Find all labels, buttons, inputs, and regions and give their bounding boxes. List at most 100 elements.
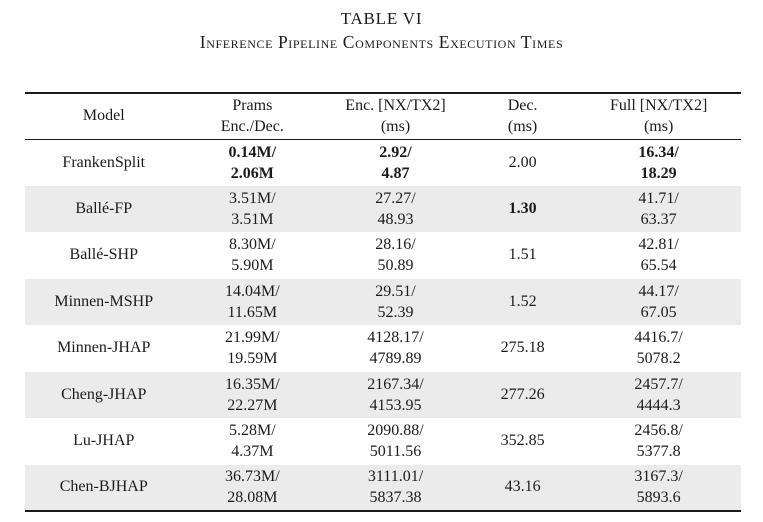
full-tx2-value: 5377.8 (636, 443, 681, 461)
full-time-cell: 42.81/ 65.54 (576, 232, 741, 279)
params-dec-value: 19.59M (227, 350, 278, 368)
enc-tx2-value: 50.89 (377, 257, 414, 275)
model-name: Chen-BJHAP (59, 478, 148, 496)
dec-time-cell: 1.30 (508, 199, 537, 217)
full-nx-value: 41.71/ (638, 189, 679, 207)
table-body: FrankenSplit 0.14M/ 2.06M 2.92/ 4.87 2.0… (25, 139, 741, 511)
enc-nx-value: 3111.01/ (367, 468, 424, 486)
params-cell: 0.14M/ 2.06M (183, 139, 323, 186)
enc-tx2-value: 5837.38 (369, 489, 422, 507)
enc-time-cell: 28.16/ 50.89 (322, 232, 469, 279)
full-tx2-value: 18.29 (640, 164, 677, 182)
header-full: Full [NX/TX2] (ms) (576, 93, 741, 139)
enc-tx2-value: 4.87 (381, 164, 410, 182)
params-dec-value: 22.27M (227, 396, 278, 414)
full-time-cell: 16.34/ 18.29 (576, 139, 741, 186)
full-nx-value: 2457.7/ (634, 375, 683, 393)
table-caption: TABLE VI Inference Pipeline Components E… (0, 0, 763, 53)
header-params-line1: Prams (232, 97, 273, 115)
enc-tx2-value: 4789.89 (369, 350, 422, 368)
dec-time-cell: 1.52 (508, 292, 537, 310)
table-row: Minnen-MSHP 14.04M/ 11.65M 29.51/ 52.39 … (25, 278, 741, 325)
params-enc-value: 8.30M/ (228, 236, 276, 254)
full-tx2-value: 4444.3 (636, 396, 681, 414)
dec-time-cell: 1.51 (508, 246, 537, 264)
full-tx2-value: 65.54 (640, 257, 677, 275)
header-dec: Dec. (ms) (469, 93, 576, 139)
enc-nx-value: 28.16/ (375, 236, 416, 254)
header-model: Model (82, 107, 125, 125)
enc-nx-value: 29.51/ (375, 282, 416, 300)
table-number: TABLE VI (340, 9, 423, 28)
header-full-line1: Full [NX/TX2] (609, 97, 708, 115)
table-row: Ballé-SHP 8.30M/ 5.90M 28.16/ 50.89 1.51… (25, 232, 741, 279)
results-table: Model Prams Enc./Dec. Enc. [NX/TX2] (ms)… (25, 92, 741, 512)
params-enc-value: 3.51M/ (228, 189, 276, 207)
params-cell: 21.99M/ 19.59M (183, 325, 323, 372)
dec-time-cell: 352.85 (500, 432, 545, 450)
enc-nx-value: 27.27/ (375, 189, 416, 207)
dec-time-cell: 2.00 (508, 153, 537, 171)
full-time-cell: 4416.7/ 5078.2 (576, 325, 741, 372)
model-name: Lu-JHAP (73, 432, 135, 450)
params-dec-value: 5.90M (231, 257, 274, 275)
header-enc: Enc. [NX/TX2] (ms) (322, 93, 469, 139)
table-row: Chen-BJHAP 36.73M/ 28.08M 3111.01/ 5837.… (25, 464, 741, 512)
enc-tx2-value: 5011.56 (369, 443, 422, 461)
params-cell: 8.30M/ 5.90M (183, 232, 323, 279)
enc-tx2-value: 52.39 (377, 303, 414, 321)
full-nx-value: 3167.3/ (634, 468, 683, 486)
full-nx-value: 4416.7/ (634, 329, 683, 347)
table-row: Ballé-FP 3.51M/ 3.51M 27.27/ 48.93 1.30 … (25, 185, 741, 233)
header-full-line2: (ms) (643, 118, 674, 136)
header-enc-line1: Enc. [NX/TX2] (345, 97, 446, 115)
full-tx2-value: 5078.2 (636, 350, 681, 368)
model-name: Minnen-JHAP (57, 339, 151, 357)
dec-time-cell: 43.16 (504, 478, 541, 496)
full-nx-value: 42.81/ (638, 236, 679, 254)
table-row: Minnen-JHAP 21.99M/ 19.59M 4128.17/ 4789… (25, 325, 741, 372)
model-name: FrankenSplit (62, 153, 146, 171)
enc-time-cell: 3111.01/ 5837.38 (322, 465, 469, 512)
params-cell: 5.28M/ 4.37M (183, 418, 323, 465)
full-time-cell: 41.71/ 63.37 (576, 186, 741, 233)
header-dec-line1: Dec. (507, 97, 538, 115)
model-name: Minnen-MSHP (54, 292, 154, 310)
dec-time-cell: 277.26 (500, 385, 545, 403)
enc-tx2-value: 48.93 (377, 210, 414, 228)
params-enc-value: 21.99M/ (224, 329, 280, 347)
header-params-line2: Enc./Dec. (220, 118, 284, 136)
params-enc-value: 16.35M/ (224, 375, 280, 393)
header-row: Model Prams Enc./Dec. Enc. [NX/TX2] (ms)… (25, 93, 741, 139)
model-name: Ballé-SHP (69, 246, 138, 264)
dec-time-cell: 275.18 (500, 339, 545, 357)
enc-nx-value: 2090.88/ (367, 422, 424, 440)
enc-time-cell: 2.92/ 4.87 (322, 139, 469, 186)
full-time-cell: 2456.8/ 5377.8 (576, 418, 741, 465)
full-tx2-value: 63.37 (640, 210, 677, 228)
params-dec-value: 11.65M (227, 303, 278, 321)
enc-nx-value: 2167.34/ (367, 375, 424, 393)
enc-time-cell: 2167.34/ 4153.95 (322, 372, 469, 419)
params-dec-value: 4.37M (231, 443, 274, 461)
params-enc-value: 36.73M/ (224, 468, 280, 486)
enc-nx-value: 2.92/ (379, 143, 412, 161)
enc-nx-value: 4128.17/ (367, 329, 424, 347)
params-cell: 36.73M/ 28.08M (183, 465, 323, 512)
table-header: Model Prams Enc./Dec. Enc. [NX/TX2] (ms)… (25, 93, 741, 139)
enc-time-cell: 4128.17/ 4789.89 (322, 325, 469, 372)
params-dec-value: 28.08M (227, 489, 278, 507)
header-enc-line2: (ms) (380, 118, 411, 136)
model-name: Ballé-FP (75, 199, 133, 217)
params-enc-value: 0.14M/ (228, 143, 277, 161)
table-row: Lu-JHAP 5.28M/ 4.37M 2090.88/ 5011.56 35… (25, 418, 741, 465)
params-dec-value: 2.06M (230, 164, 274, 182)
full-time-cell: 2457.7/ 4444.3 (576, 372, 741, 419)
enc-time-cell: 2090.88/ 5011.56 (322, 418, 469, 465)
model-name: Cheng-JHAP (61, 385, 147, 403)
full-nx-value: 16.34/ (638, 143, 679, 161)
table-title: Inference Pipeline Components Execution … (199, 32, 564, 52)
enc-time-cell: 27.27/ 48.93 (322, 186, 469, 233)
header-params: Prams Enc./Dec. (183, 93, 323, 139)
params-enc-value: 5.28M/ (228, 422, 276, 440)
